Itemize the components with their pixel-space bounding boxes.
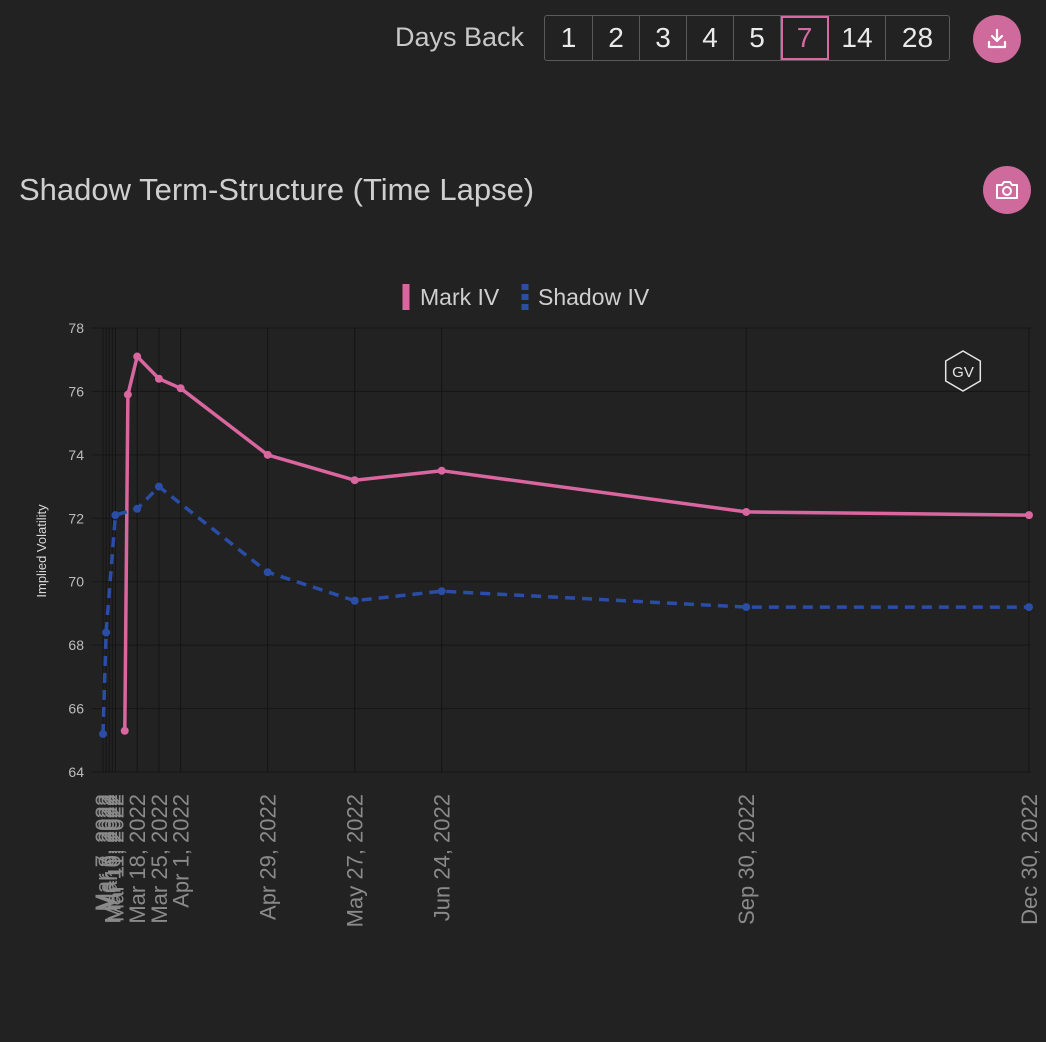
data-point	[350, 596, 359, 605]
data-point	[111, 511, 120, 520]
x-tick-label: Jun 24, 2022	[430, 794, 455, 921]
x-tick-label: Dec 30, 2022	[1017, 794, 1042, 925]
x-tick-label: Mar 10, 2022	[100, 794, 125, 924]
day-option-7[interactable]: 7	[781, 16, 829, 60]
series-line-mark-iv	[123, 354, 1030, 731]
download-button[interactable]	[973, 15, 1021, 63]
y-tick-label: 70	[68, 574, 84, 590]
data-point	[154, 482, 163, 491]
day-option-4[interactable]: 4	[687, 16, 734, 60]
data-point	[120, 726, 129, 735]
camera-icon	[996, 181, 1018, 199]
y-tick-label: 76	[68, 383, 84, 399]
legend-label: Mark IV	[420, 284, 500, 310]
y-tick-label: 66	[68, 701, 84, 717]
data-point	[102, 628, 111, 637]
gv-watermark: GV	[952, 364, 974, 381]
x-tick-label: Sep 30, 2022	[734, 794, 759, 925]
day-option-5[interactable]: 5	[734, 16, 781, 60]
day-option-1[interactable]: 1	[545, 16, 593, 60]
series-line-shadow-iv	[101, 484, 1029, 734]
data-point	[176, 384, 185, 393]
download-icon	[987, 28, 1007, 49]
x-tick-label: Mar 7, 2022	[91, 794, 116, 911]
data-point	[99, 729, 107, 738]
x-tick-label: Mar 18, 2022	[125, 794, 150, 924]
data-point	[437, 466, 446, 475]
day-option-3[interactable]: 3	[640, 16, 687, 60]
y-axis-label: Implied Volatility	[34, 504, 49, 598]
x-tick-label: Apr 1, 2022	[169, 794, 194, 908]
camera-button[interactable]	[983, 166, 1031, 214]
data-point	[133, 504, 142, 513]
data-point	[123, 390, 132, 399]
x-tick-label: Mar 8, 2022	[94, 794, 119, 911]
x-tick-label: Mar 9, 2022	[97, 794, 122, 911]
x-tick-label: Apr 29, 2022	[256, 794, 281, 920]
days-back-selector: 1 2 3 4 5 7 14 28	[544, 15, 950, 61]
data-point	[437, 587, 446, 596]
x-tick-label: Mar 11, 2022	[103, 794, 128, 922]
gv-logo-icon	[944, 350, 982, 392]
y-tick-label: 68	[68, 637, 84, 653]
data-point	[742, 507, 751, 516]
day-option-2[interactable]: 2	[593, 16, 640, 60]
data-point	[350, 476, 359, 485]
x-tick-label: Mar 25, 2022	[147, 794, 172, 924]
data-point	[263, 450, 272, 459]
data-point	[133, 352, 142, 361]
data-point	[154, 374, 163, 383]
day-option-14[interactable]: 14	[829, 16, 886, 60]
y-tick-label: 74	[68, 447, 84, 463]
legend-label: Shadow IV	[538, 284, 650, 310]
x-tick-label: May 27, 2022	[343, 794, 368, 927]
y-tick-label: 72	[68, 510, 84, 526]
y-tick-label: 78	[68, 320, 84, 336]
data-point	[742, 603, 751, 612]
days-back-label: Days Back	[395, 22, 525, 52]
data-point	[263, 568, 272, 577]
toolbar: Days Back 1 2 3 4 5 7 14 28	[0, 14, 1046, 64]
data-point	[1025, 511, 1033, 520]
day-option-28[interactable]: 28	[901, 22, 934, 53]
chart-title: Shadow Term-Structure (Time Lapse)	[19, 172, 535, 207]
data-point	[1025, 603, 1033, 612]
y-tick-label: 64	[68, 764, 84, 780]
